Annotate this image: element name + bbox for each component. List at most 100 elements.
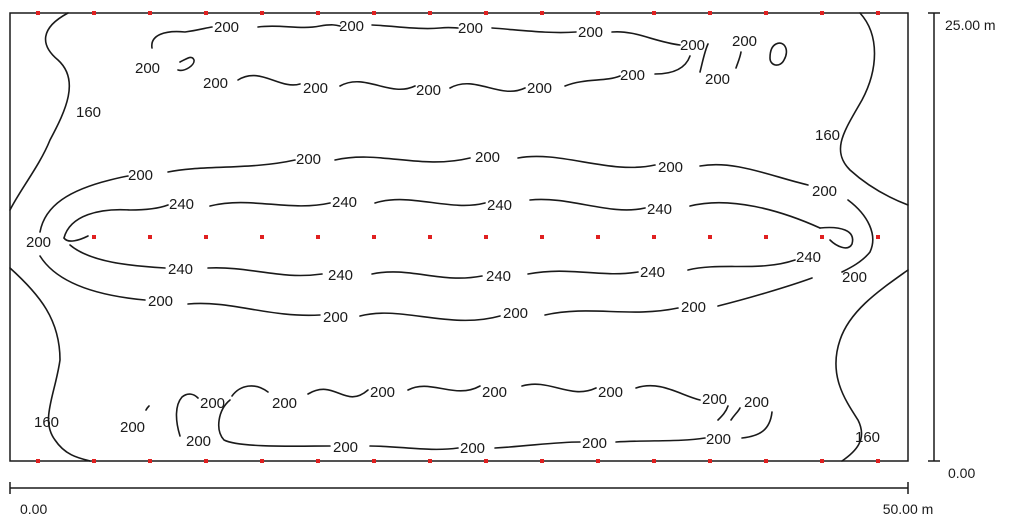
isoline-label-200: 200 <box>296 151 321 168</box>
isoline-label-200: 200 <box>482 384 507 401</box>
isoline-label-200: 200 <box>458 20 483 37</box>
luminaire-point <box>820 11 824 15</box>
isoline-label-240: 240 <box>328 267 353 284</box>
luminaire-point <box>764 11 768 15</box>
isoline-label-200: 200 <box>744 394 769 411</box>
isoline-label-200: 200 <box>333 439 358 456</box>
luminaire-point <box>652 11 656 15</box>
isoline-label-200: 200 <box>598 384 623 401</box>
isoline-160-group <box>9 12 909 462</box>
luminaire-point <box>764 235 768 239</box>
luminaire-point <box>204 459 208 463</box>
luminaire-point <box>148 235 152 239</box>
luminaire-point <box>484 11 488 15</box>
isoline-200-middle-right <box>841 199 874 273</box>
isoline-200-middle-top <box>39 155 809 233</box>
isoline-240-group <box>63 198 854 279</box>
isoline-label-200: 200 <box>148 293 173 310</box>
isoline-200-upper-top <box>151 24 681 49</box>
isoline-label-200: 200 <box>475 149 500 166</box>
isoline-label-200: 200 <box>272 395 297 412</box>
isoline-label-200: 200 <box>128 167 153 184</box>
luminaire-point <box>876 459 880 463</box>
luminaire-point <box>260 459 264 463</box>
isoline-label-200: 200 <box>460 440 485 457</box>
isoline-200-lower-bottom <box>369 411 773 451</box>
isoline-label-200: 200 <box>120 419 145 436</box>
isoline-label-240: 240 <box>169 196 194 213</box>
x-scale-start: 0.00 <box>20 501 47 517</box>
x-scale-bar: 0.00 50.00 m <box>9 482 933 517</box>
isoline-label-240: 240 <box>796 249 821 266</box>
isoline-label-200: 200 <box>370 384 395 401</box>
luminaire-point <box>92 459 96 463</box>
luminaire-point <box>260 235 264 239</box>
isoline-200-middle-bottom <box>39 255 813 322</box>
y-scale-bar: 25.00 m 0.00 <box>928 12 996 481</box>
isoline-labels: 160 160 160 160 200 200 200 200 200 200 … <box>26 18 880 457</box>
isoline-label-200: 200 <box>680 37 705 54</box>
isoline-200-lower-top <box>175 383 701 437</box>
isoline-label-200: 200 <box>323 309 348 326</box>
y-scale-start: 0.00 <box>948 465 975 481</box>
isoline-label-200: 200 <box>812 183 837 200</box>
luminaire-point <box>540 459 544 463</box>
luminaire-point <box>708 11 712 15</box>
isoline-label-200: 200 <box>339 18 364 35</box>
isoline-label-240: 240 <box>168 261 193 278</box>
luminaire-point <box>148 459 152 463</box>
isoline-200-lower-loop-left <box>217 399 331 448</box>
isoline-label-200: 200 <box>706 431 731 448</box>
luminaire-point <box>652 459 656 463</box>
isoline-label-200: 200 <box>582 435 607 452</box>
luminaire-point <box>372 459 376 463</box>
isoline-label-200: 200 <box>203 75 228 92</box>
luminaire-point <box>316 459 320 463</box>
isoline-label-200: 200 <box>732 33 757 50</box>
isoline-200-lower-inner <box>145 405 741 421</box>
isoline-label-240: 240 <box>332 194 357 211</box>
luminaire-point <box>540 235 544 239</box>
isoline-label-240: 240 <box>486 268 511 285</box>
isoline-label-200: 200 <box>303 80 328 97</box>
isoline-label-200: 200 <box>135 60 160 77</box>
luminaire-point <box>596 459 600 463</box>
luminaire-markers <box>36 11 880 463</box>
luminaire-point <box>260 11 264 15</box>
isoline-160-right <box>839 12 909 206</box>
luminaire-point <box>36 459 40 463</box>
y-scale-end: 25.00 m <box>945 17 996 33</box>
isoline-240-top <box>63 198 821 239</box>
luminaire-point <box>428 11 432 15</box>
isoline-label-200: 200 <box>503 305 528 322</box>
isoline-label-200: 200 <box>200 395 225 412</box>
isoline-240-right-end <box>819 226 854 249</box>
isoline-label-200: 200 <box>681 299 706 316</box>
isoline-240-left-tail <box>63 235 89 242</box>
isoline-label-200: 200 <box>214 19 239 36</box>
luminaire-point <box>820 459 824 463</box>
isoline-label-240: 240 <box>487 197 512 214</box>
isoline-label-200: 200 <box>527 80 552 97</box>
luminaire-point <box>652 235 656 239</box>
isoline-label-200: 200 <box>416 82 441 99</box>
luminaire-point <box>316 235 320 239</box>
isoline-label-200: 200 <box>702 391 727 408</box>
luminaire-point <box>484 235 488 239</box>
isoline-label-240: 240 <box>647 201 672 218</box>
isoline-label-160: 160 <box>855 429 880 446</box>
luminaire-point <box>708 235 712 239</box>
luminaire-point <box>36 11 40 15</box>
isoline-200-upper-bottom <box>177 43 742 93</box>
isoline-200-upper-group <box>151 24 788 93</box>
luminaire-point <box>92 235 96 239</box>
isoline-label-200: 200 <box>26 234 51 251</box>
luminaire-point <box>92 11 96 15</box>
isoline-label-160: 160 <box>815 127 840 144</box>
luminaire-point <box>708 459 712 463</box>
luminaire-point <box>372 235 376 239</box>
isoline-label-240: 240 <box>640 264 665 281</box>
luminaire-point <box>596 11 600 15</box>
luminaire-point <box>596 235 600 239</box>
